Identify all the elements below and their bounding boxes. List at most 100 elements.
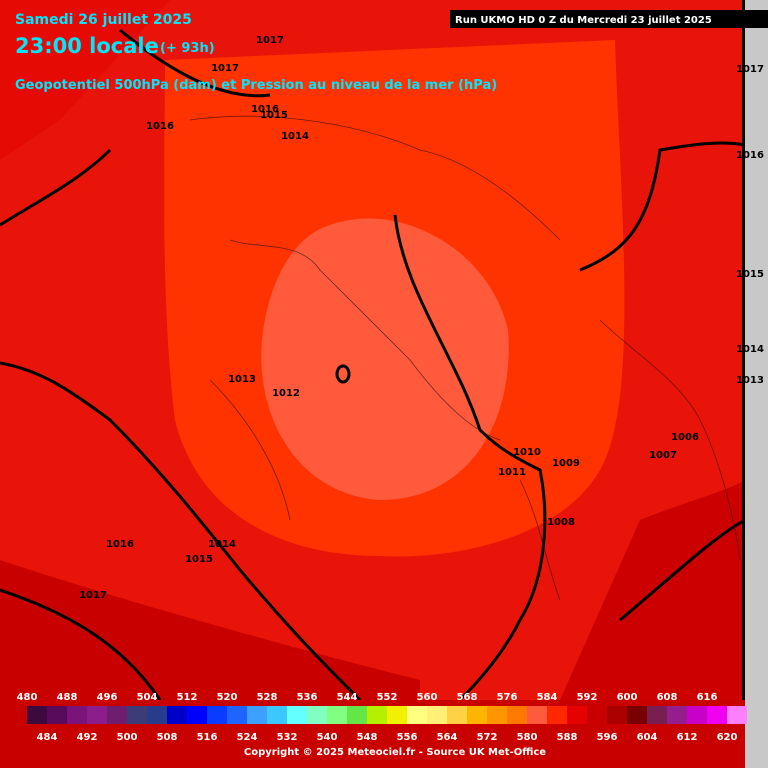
isobar (0, 588, 162, 701)
legend-swatch (547, 706, 567, 724)
legend-swatch (427, 706, 447, 724)
legend-swatch (727, 706, 747, 724)
legend-swatch (67, 706, 87, 724)
legend-swatch (467, 706, 487, 724)
legend-swatch (607, 706, 627, 724)
copyright: Copyright © 2025 Meteociel.fr - Source U… (244, 747, 546, 758)
legend-label: 508 (157, 732, 178, 743)
isobar-label: 1017 (211, 63, 239, 74)
field-dark (0, 0, 170, 160)
legend-swatch (667, 706, 687, 724)
run-info: Run UKMO HD 0 Z du Mercredi 23 juillet 2… (455, 15, 712, 26)
legend-swatch (227, 706, 247, 724)
legend-label: 480 (17, 692, 38, 703)
legend-label: 584 (537, 692, 558, 703)
isobar-label: 1016 (251, 104, 279, 115)
isobar-label: 1017 (79, 590, 107, 601)
legend-label: 544 (337, 692, 358, 703)
isobar (393, 214, 547, 702)
legend-label: 612 (677, 732, 698, 743)
legend-label: 564 (437, 732, 458, 743)
legend-swatch (367, 706, 387, 724)
isobar-label: 1006 (671, 432, 699, 443)
isobar-label: 1012 (272, 388, 300, 399)
field-dark (560, 480, 745, 700)
legend-swatch (207, 706, 227, 724)
isobar-label: 1009 (552, 458, 580, 469)
legend-swatch (447, 706, 467, 724)
legend-swatch (647, 706, 667, 724)
legend-label: 496 (97, 692, 118, 703)
date: Samedi 26 juillet 2025 (15, 12, 192, 28)
isobar-label: 1011 (498, 467, 526, 478)
run-box (450, 10, 768, 28)
legend-swatch (627, 706, 647, 724)
isobar-label: 1010 (513, 447, 541, 458)
isobars (0, 28, 746, 702)
subtitle: Geopotentiel 500hPa (dam) et Pression au… (15, 78, 497, 93)
legend-label: 608 (657, 692, 678, 703)
legend-swatch (47, 706, 67, 724)
isobar-label: 1016 (106, 539, 134, 550)
legend-swatch (27, 706, 47, 724)
isobar-label: 1013 (228, 374, 256, 385)
legend-swatch (107, 706, 127, 724)
isobar-label: 1014 (281, 131, 309, 142)
legend-label: 548 (357, 732, 378, 743)
legend-swatch (167, 706, 187, 724)
legend-swatch (327, 706, 347, 724)
lead-time: (+ 93h) (160, 41, 215, 56)
isobar-label: 1013 (736, 375, 764, 386)
isobar-label: 1008 (547, 517, 575, 528)
isobar-label: 1015 (260, 110, 288, 121)
legend-swatch (287, 706, 307, 724)
legend-swatch (707, 706, 727, 724)
field-center (261, 218, 509, 500)
isobar-label: 1015 (185, 554, 213, 565)
legend-label: 492 (77, 732, 98, 743)
coastlines (189, 115, 741, 601)
legend-label: 572 (477, 732, 498, 743)
legend-label: 576 (497, 692, 518, 703)
isobar-label: 1017 (256, 35, 284, 46)
isobar (619, 518, 746, 622)
legend-swatch (567, 706, 587, 724)
legend-label: 588 (557, 732, 578, 743)
field-dark (0, 560, 420, 700)
isobar-label: 1016 (146, 121, 174, 132)
legend-label: 580 (517, 732, 538, 743)
legend-label: 512 (177, 692, 198, 703)
legend-label: 568 (457, 692, 478, 703)
legend-label: 552 (377, 692, 398, 703)
isobar (579, 141, 746, 272)
isobar-label: 1007 (649, 450, 677, 461)
local-time: 23:00 locale (15, 34, 159, 58)
legend-label: 620 (717, 732, 738, 743)
isobar (0, 361, 362, 702)
legend-swatch (687, 706, 707, 724)
legend-label: 560 (417, 692, 438, 703)
legend-swatch (507, 706, 527, 724)
legend-swatch (587, 706, 607, 724)
legend-swatch (147, 706, 167, 724)
legend-swatch (347, 706, 367, 724)
side-strip (745, 0, 768, 768)
legend-label: 540 (317, 732, 338, 743)
legend-label: 600 (617, 692, 638, 703)
legend-label: 596 (597, 732, 618, 743)
legend-swatch (267, 706, 287, 724)
legend-label: 592 (577, 692, 598, 703)
legend-swatch (87, 706, 107, 724)
legend-label: 556 (397, 732, 418, 743)
legend-label: 536 (297, 692, 318, 703)
legend-label: 488 (57, 692, 78, 703)
legend-label: 524 (237, 732, 258, 743)
isobar (0, 28, 271, 227)
legend-label: 520 (217, 692, 238, 703)
legend-label: 504 (137, 692, 158, 703)
legend-label: 528 (257, 692, 278, 703)
legend-label: 516 (197, 732, 218, 743)
isobar-label: 1017 (736, 64, 764, 75)
